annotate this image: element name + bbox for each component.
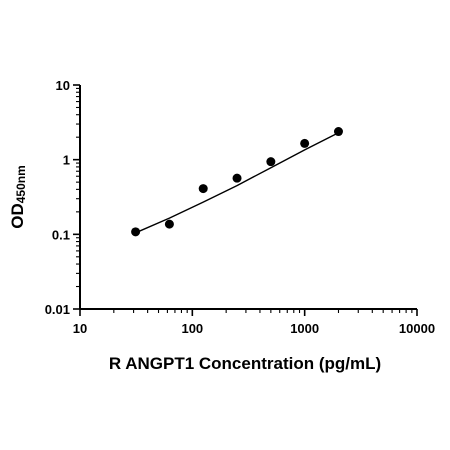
x-tick-label: 100: [181, 321, 203, 336]
y-tick-labels: 0.01 0.1 1 10: [45, 78, 70, 317]
y-tick-label: 1: [63, 153, 70, 168]
x-axis-title: R ANGPT1 Concentration (pg/mL): [109, 354, 381, 373]
fit-curve: [135, 132, 339, 234]
data-point: [266, 157, 276, 167]
y-axis-title-main: OD: [8, 203, 27, 229]
axes: [73, 84, 418, 316]
data-points: [131, 127, 343, 237]
y-axis-title-subscript: 450nm: [14, 165, 28, 203]
x-tick-labels: 10 100 1000 10000: [73, 321, 435, 336]
y-axis-title: OD450nm: [8, 165, 28, 229]
y-tick-label: 0.01: [45, 302, 70, 317]
y-tick-label: 10: [56, 78, 70, 93]
data-point: [232, 173, 242, 183]
data-point: [300, 138, 310, 148]
y-tick-label: 0.1: [52, 227, 70, 242]
data-point: [164, 219, 174, 229]
data-point: [333, 127, 343, 137]
data-point: [131, 227, 141, 237]
data-point: [198, 184, 208, 194]
x-tick-label: 10: [73, 321, 87, 336]
x-tick-label: 10000: [399, 321, 435, 336]
x-tick-label: 1000: [290, 321, 319, 336]
fit-curve-group: [135, 132, 339, 234]
